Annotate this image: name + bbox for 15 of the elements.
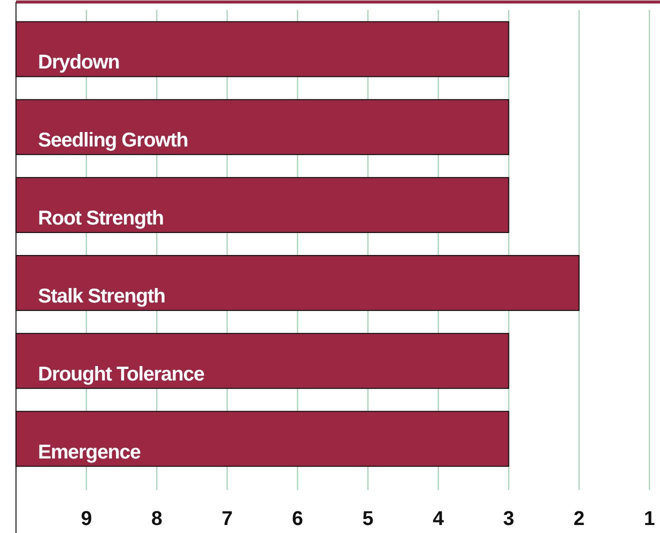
x-tick-label: 6 xyxy=(292,508,304,530)
x-tick-label: 8 xyxy=(151,508,162,530)
x-tick-label: 7 xyxy=(222,508,233,530)
y-tick-label: Drought Tolerance xyxy=(38,363,205,386)
x-tick-label: 9 xyxy=(80,508,92,530)
y-tick-label: Drydown xyxy=(38,52,120,74)
y-tick-label: Emergence xyxy=(38,441,141,464)
y-tick-label: Root Strength xyxy=(38,208,164,230)
x-tick-label: 2 xyxy=(574,508,585,530)
x-tick-label: 1 xyxy=(644,508,656,530)
x-tick-label: 4 xyxy=(432,508,445,530)
x-tick-label: 5 xyxy=(362,508,374,530)
y-tick-label: Seedling Growth xyxy=(38,130,188,152)
y-tick-label: Stalk Strength xyxy=(38,285,166,308)
x-tick-label: 3 xyxy=(503,508,514,530)
